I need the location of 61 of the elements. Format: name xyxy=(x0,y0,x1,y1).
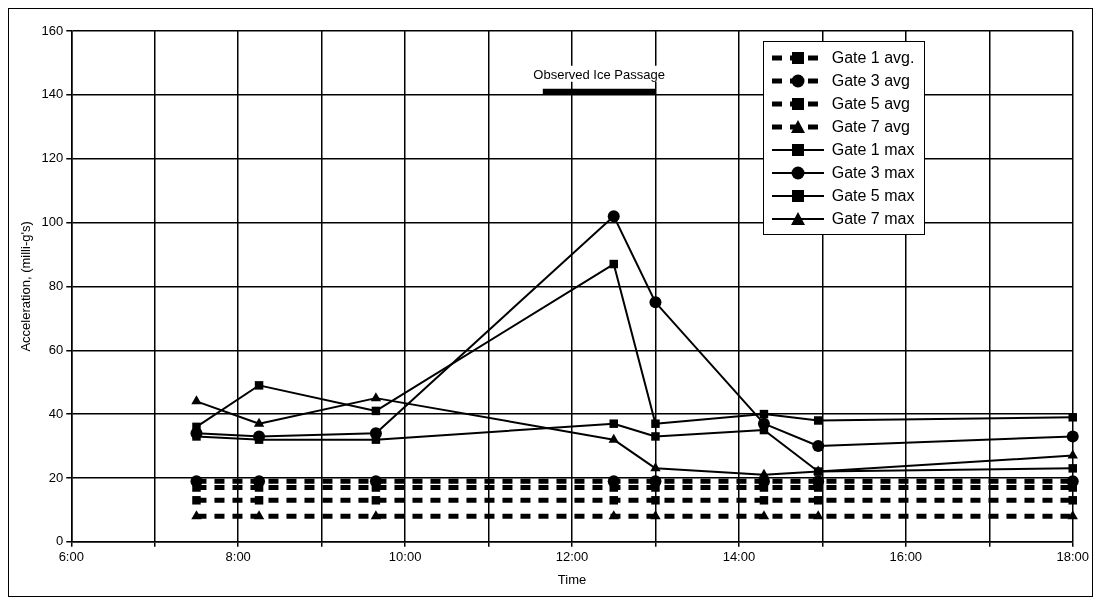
point xyxy=(1066,430,1079,443)
y-tick-label: 120 xyxy=(41,150,64,166)
point xyxy=(651,419,660,428)
y-tick-label: 20 xyxy=(48,469,64,485)
legend-label: Gate 1 max xyxy=(831,140,915,160)
y-tick-label: 0 xyxy=(56,533,64,549)
point xyxy=(1068,496,1077,505)
point xyxy=(1068,464,1077,473)
legend-label: Gate 1 avg. xyxy=(831,48,915,68)
point xyxy=(191,510,202,520)
legend-label: Gate 3 max xyxy=(831,163,915,183)
point xyxy=(254,381,264,390)
x-tick-label: 10:00 xyxy=(388,549,422,565)
y-tick-label: 40 xyxy=(48,405,64,421)
point xyxy=(192,496,201,505)
point xyxy=(649,296,662,309)
point xyxy=(609,496,618,505)
point xyxy=(607,210,620,223)
x-tick-label: 12:00 xyxy=(555,549,589,565)
y-axis-title: Acceleration, (milli-g's) xyxy=(18,221,34,352)
x-tick-label: 14:00 xyxy=(722,549,756,565)
annotation: Observed Ice Passage xyxy=(533,66,665,82)
point xyxy=(608,433,619,443)
point xyxy=(758,510,770,520)
legend-label: Gate 7 max xyxy=(831,209,915,229)
y-tick-label: 60 xyxy=(48,341,64,357)
x-tick-label: 8:00 xyxy=(225,549,251,565)
point xyxy=(813,510,824,520)
point xyxy=(650,510,661,520)
point xyxy=(254,496,264,505)
point xyxy=(650,462,661,472)
point xyxy=(1067,510,1078,520)
point xyxy=(609,259,618,269)
y-tick-label: 140 xyxy=(41,86,64,102)
point xyxy=(651,432,660,441)
point xyxy=(370,392,382,402)
point xyxy=(608,510,619,520)
x-tick-label: 6:00 xyxy=(58,549,84,565)
point xyxy=(813,496,823,505)
x-tick-label: 18:00 xyxy=(1056,549,1090,565)
y-tick-label: 100 xyxy=(41,214,64,230)
legend-label: Gate 3 avg xyxy=(831,71,910,91)
point xyxy=(1067,449,1078,459)
point xyxy=(371,496,381,505)
x-axis-title: Time xyxy=(557,571,587,587)
x-tick-label: 16:00 xyxy=(889,549,923,565)
point xyxy=(370,510,382,520)
y-tick-label: 80 xyxy=(48,277,64,293)
point xyxy=(253,417,265,427)
point xyxy=(609,419,618,428)
point xyxy=(191,395,202,405)
point xyxy=(253,510,265,520)
point xyxy=(813,416,823,425)
point xyxy=(651,496,660,505)
point xyxy=(812,440,825,453)
point xyxy=(1068,413,1077,422)
legend-label: Gate 5 avg xyxy=(831,94,910,114)
legend-label: Gate 7 avg xyxy=(831,117,910,137)
point xyxy=(759,496,769,505)
legend-label: Gate 5 max xyxy=(831,186,915,206)
y-tick-label: 160 xyxy=(41,22,64,38)
